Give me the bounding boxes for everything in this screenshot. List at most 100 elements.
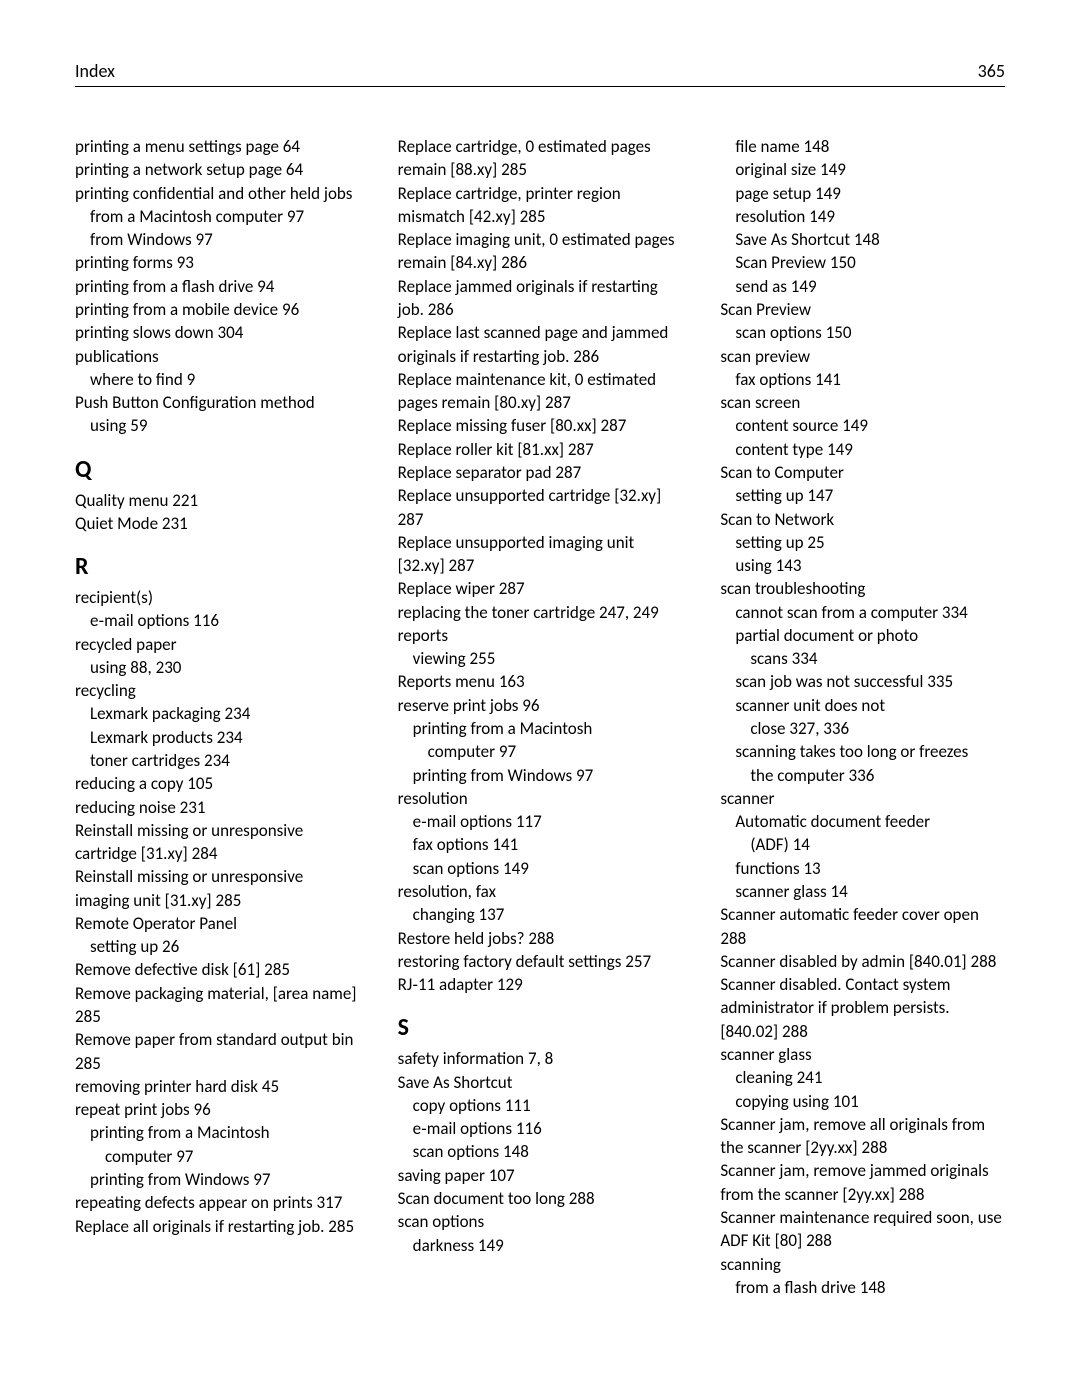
index-entry: restoring factory default settings 257 <box>398 950 683 973</box>
index-entry: reducing noise 231 <box>75 796 360 819</box>
index-entry: copy options 111 <box>398 1094 683 1117</box>
index-entry: scanning takes too long or freezes <box>720 740 1005 763</box>
index-entry: scan options <box>398 1210 683 1233</box>
index-entry: Remote Operator Panel <box>75 912 360 935</box>
index-entry: printing from a Macintosh <box>75 1121 360 1144</box>
index-entry: computer 97 <box>398 740 683 763</box>
index-entry: setting up 26 <box>75 935 360 958</box>
index-entry: safety information 7, 8 <box>398 1047 683 1070</box>
index-entry: darkness 149 <box>398 1234 683 1257</box>
index-entry: Reports menu 163 <box>398 670 683 693</box>
index-entry: Quality menu 221 <box>75 489 360 512</box>
index-entry: cleaning 241 <box>720 1066 1005 1089</box>
index-column-1: printing a menu settings page 64printing… <box>75 135 360 1299</box>
index-entry: Replace last scanned page and jammed ori… <box>398 321 683 368</box>
index-entry: Quiet Mode 231 <box>75 512 360 535</box>
index-entry: page setup 149 <box>720 182 1005 205</box>
index-entry: fax options 141 <box>720 368 1005 391</box>
header-page-number: 365 <box>978 60 1005 82</box>
index-entry: replacing the toner cartridge 247, 249 <box>398 601 683 624</box>
index-entry: printing a network setup page 64 <box>75 158 360 181</box>
index-entry: scanning <box>720 1253 1005 1276</box>
index-entry: scan troubleshooting <box>720 577 1005 600</box>
index-entry: close 327, 336 <box>720 717 1005 740</box>
index-entry: printing from Windows 97 <box>75 1168 360 1191</box>
index-entry: functions 13 <box>720 857 1005 880</box>
index-entry: printing from a mobile device 96 <box>75 298 360 321</box>
index-entry: Scan document too long 288 <box>398 1187 683 1210</box>
index-entry: recycled paper <box>75 633 360 656</box>
index-entry: cannot scan from a computer 334 <box>720 601 1005 624</box>
index-entry: scan job was not successful 335 <box>720 670 1005 693</box>
index-entry: reserve print jobs 96 <box>398 694 683 717</box>
index-entry: Replace maintenance kit, 0 estimated pag… <box>398 368 683 415</box>
index-entry: Lexmark products 234 <box>75 726 360 749</box>
index-entry: send as 149 <box>720 275 1005 298</box>
index-entry: content source 149 <box>720 414 1005 437</box>
index-entry: Remove paper from standard output bin 28… <box>75 1028 360 1075</box>
index-entry: reports <box>398 624 683 647</box>
index-entry: publications <box>75 345 360 368</box>
index-entry: saving paper 107 <box>398 1164 683 1187</box>
index-entry: Reinstall missing or unresponsive imagin… <box>75 865 360 912</box>
index-entry: the computer 336 <box>720 764 1005 787</box>
index-entry: RJ‑11 adapter 129 <box>398 973 683 996</box>
index-entry: Restore held jobs? 288 <box>398 927 683 950</box>
index-entry: Scan Preview <box>720 298 1005 321</box>
index-entry: Replace jammed originals if restarting j… <box>398 275 683 322</box>
index-entry: computer 97 <box>75 1145 360 1168</box>
index-entry: Replace missing fuser [80.xx] 287 <box>398 414 683 437</box>
index-letter-heading: Q <box>75 454 360 487</box>
header-title: Index <box>75 60 115 82</box>
index-entry: Save As Shortcut <box>398 1071 683 1094</box>
index-entry: removing printer hard disk 45 <box>75 1075 360 1098</box>
index-entry: recycling <box>75 679 360 702</box>
index-entry: Replace imaging unit, 0 estimated pages … <box>398 228 683 275</box>
index-entry: Replace unsupported imaging unit [32.xy]… <box>398 531 683 578</box>
index-column-2: Replace cartridge, 0 estimated pages rem… <box>398 135 683 1299</box>
index-entry: Push Button Configuration method <box>75 391 360 414</box>
index-entry: Replace unsupported cartridge [32.xy] 28… <box>398 484 683 531</box>
index-entry: content type 149 <box>720 438 1005 461</box>
index-entry: printing from Windows 97 <box>398 764 683 787</box>
index-entry: resolution <box>398 787 683 810</box>
index-entry: viewing 255 <box>398 647 683 670</box>
index-entry: Scanner jam, remove all originals from t… <box>720 1113 1005 1160</box>
index-entry: Automatic document feeder <box>720 810 1005 833</box>
index-entry: printing a menu settings page 64 <box>75 135 360 158</box>
index-entry: Replace separator pad 287 <box>398 461 683 484</box>
index-entry: from a flash drive 148 <box>720 1276 1005 1299</box>
index-entry: toner cartridges 234 <box>75 749 360 772</box>
index-entry: scan preview <box>720 345 1005 368</box>
index-entry: setting up 25 <box>720 531 1005 554</box>
index-column-3: file name 148original size 149page setup… <box>720 135 1005 1299</box>
index-entry: Replace cartridge, 0 estimated pages rem… <box>398 135 683 182</box>
index-entry: Remove defective disk [61] 285 <box>75 958 360 981</box>
index-entry: scanner glass 14 <box>720 880 1005 903</box>
index-entry: fax options 141 <box>398 833 683 856</box>
index-entry: using 143 <box>720 554 1005 577</box>
index-entry: Remove packaging material, [area name] 2… <box>75 982 360 1029</box>
index-entry: repeat print jobs 96 <box>75 1098 360 1121</box>
index-entry: Lexmark packaging 234 <box>75 702 360 725</box>
index-entry: scan options 150 <box>720 321 1005 344</box>
index-entry: resolution, fax <box>398 880 683 903</box>
index-entry: Save As Shortcut 148 <box>720 228 1005 251</box>
index-entry: scanner unit does not <box>720 694 1005 717</box>
index-entry: scanner <box>720 787 1005 810</box>
index-entry: Replace roller kit [81.xx] 287 <box>398 438 683 461</box>
index-entry: Replace cartridge, printer region mismat… <box>398 182 683 229</box>
index-entry: repeating defects appear on prints 317 <box>75 1191 360 1214</box>
index-entry: Scan to Network <box>720 508 1005 531</box>
index-entry: Scan Preview 150 <box>720 251 1005 274</box>
index-entry: scan options 148 <box>398 1140 683 1163</box>
index-entry: file name 148 <box>720 135 1005 158</box>
index-entry: (ADF) 14 <box>720 833 1005 856</box>
index-entry: Scan to Computer <box>720 461 1005 484</box>
index-entry: scan screen <box>720 391 1005 414</box>
index-entry: printing confidential and other held job… <box>75 182 360 205</box>
index-entry: Replace all originals if restarting job.… <box>75 1215 360 1238</box>
index-entry: Replace wiper 287 <box>398 577 683 600</box>
index-entry: Reinstall missing or unresponsive cartri… <box>75 819 360 866</box>
index-entry: printing forms 93 <box>75 251 360 274</box>
